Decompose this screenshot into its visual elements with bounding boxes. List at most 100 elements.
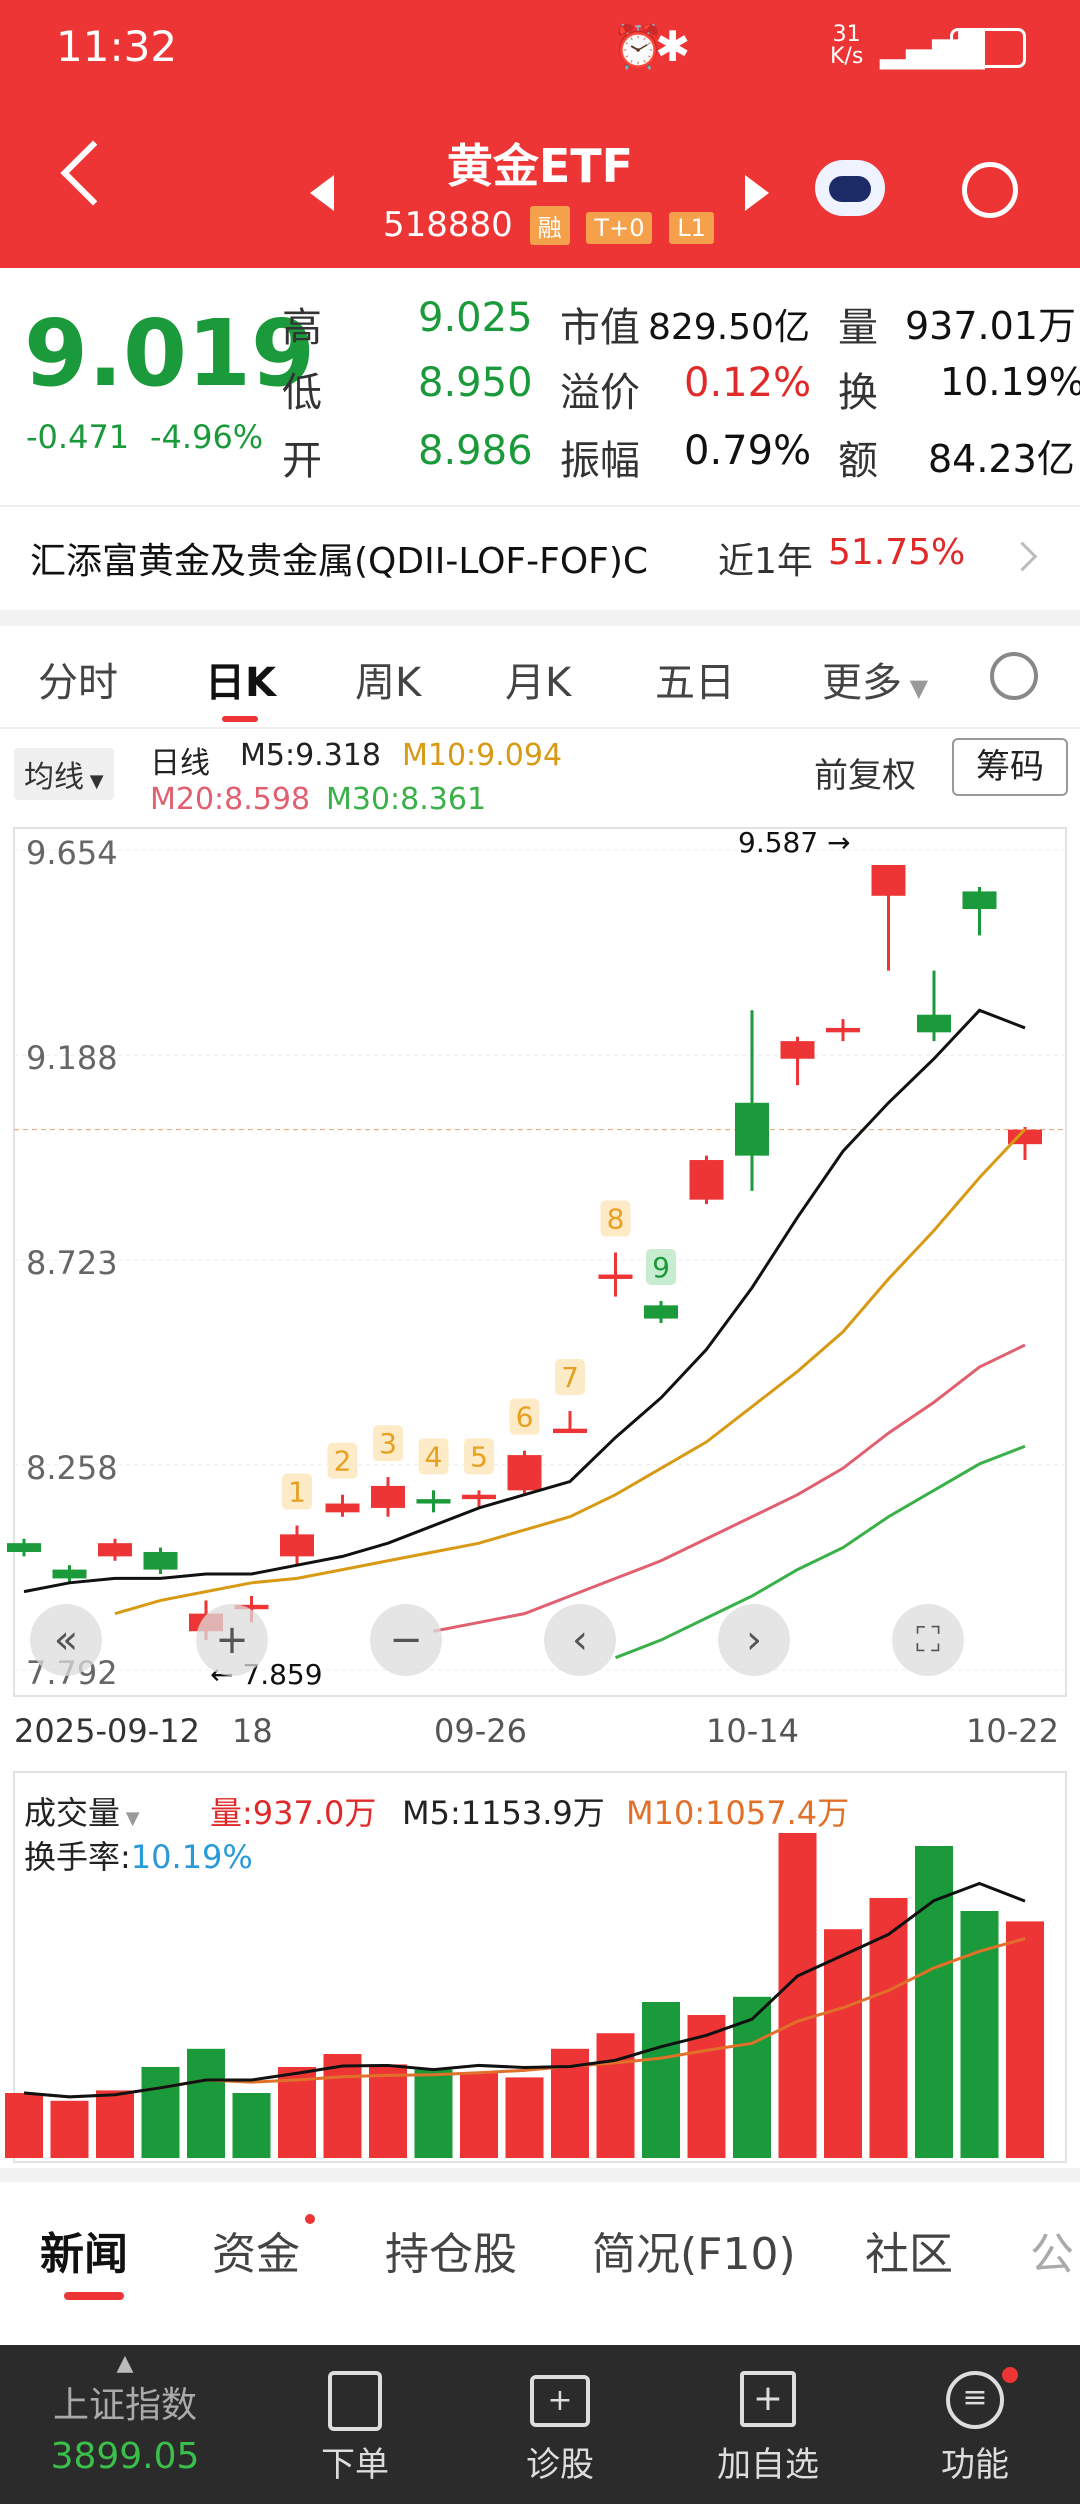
signal-icon: ▂▄▆█ (880, 30, 985, 70)
date-tick: 18 (232, 1712, 273, 1750)
next-stock-icon[interactable] (745, 175, 769, 211)
ma10-line (114, 1128, 1027, 1616)
volume-bar (96, 2090, 134, 2158)
sequence-badge (282, 1473, 312, 1510)
ma20-line (433, 1343, 1026, 1633)
tab-intraday[interactable]: 分时 (38, 660, 118, 706)
sequence-number: 7 (561, 1361, 579, 1394)
nav-order[interactable]: 下单 (300, 2371, 410, 2486)
volume-bar (141, 2067, 180, 2158)
nav-add-watch[interactable]: + 加自选 (708, 2371, 828, 2486)
chart-frame (13, 827, 1067, 1697)
chips-button[interactable]: 筹码 (952, 738, 1068, 796)
adjust-toggle[interactable]: 前复权 (814, 756, 916, 796)
settings-icon[interactable] (990, 652, 1038, 700)
candle-body (371, 1485, 405, 1508)
candle-body (462, 1494, 496, 1500)
ma-select[interactable]: 均线 ▼ (14, 748, 114, 800)
fund-period: 近1年 (718, 541, 813, 582)
candle-body (1008, 1129, 1042, 1145)
alarm-icon: ⏰ (612, 22, 665, 71)
turn-label: 换 (838, 370, 878, 416)
news-tab-community[interactable]: 社区 (865, 2229, 953, 2280)
volume-bar (869, 1898, 908, 2158)
volume-bar (5, 2093, 43, 2158)
news-tab-announcement[interactable]: 公 (1030, 2229, 1074, 2280)
news-tab-profile[interactable]: 简况(F10) (592, 2229, 796, 2280)
tab-daily-k[interactable]: 日K (205, 660, 276, 706)
candle-body (7, 1543, 41, 1552)
open-value: 8.986 (418, 428, 533, 474)
index-ticker[interactable]: ▲ 上证指数 3899.05 (30, 2351, 220, 2477)
tab-more[interactable]: 更多 ▼ (822, 650, 928, 708)
search-icon[interactable] (962, 162, 1018, 218)
fund-name: 汇添富黄金及贵金属(QDII-LOF-FOF)C (30, 541, 649, 582)
date-tick: 09-26 (434, 1712, 527, 1750)
last-price: 9.019 (24, 300, 316, 407)
date-tick: 10-22 (966, 1712, 1059, 1750)
news-tab-holdings[interactable]: 持仓股 (385, 2229, 517, 2280)
robot-assistant-icon[interactable] (815, 160, 885, 216)
sequence-badge (373, 1425, 403, 1462)
zoom-in-button[interactable]: + (196, 1604, 268, 1676)
candle-body (280, 1534, 314, 1557)
net-speed: 31 K/s (830, 24, 863, 68)
premium-value: 0.12% (684, 360, 812, 406)
volume-bar (278, 2067, 316, 2158)
caret-up-icon: ▲ (116, 2351, 134, 2376)
fullscreen-button[interactable]: ⛶ (892, 1604, 964, 1676)
candle-body (507, 1455, 542, 1491)
notification-dot (1002, 2367, 1018, 2383)
sequence-badge (509, 1398, 540, 1435)
scroll-start-button[interactable]: « (30, 1604, 102, 1676)
mcap-label: 市值 (560, 305, 640, 351)
price-tick: 9.188 (26, 1039, 118, 1077)
tab-more-label: 更多 (822, 660, 902, 706)
turn-value: 10.19% (940, 360, 1080, 404)
volume-select[interactable]: 成交量 ▼ (24, 1788, 140, 1834)
sequence-number: 5 (470, 1440, 488, 1473)
sequence-number: 2 (334, 1445, 352, 1478)
news-tab-news[interactable]: 新闻 (40, 2229, 128, 2280)
nav-diagnose-label: 诊股 (526, 2445, 594, 2485)
ma-select-label: 均线 (24, 760, 84, 795)
ma10-legend: M10:9.094 (402, 738, 563, 773)
sequence-number: 4 (425, 1440, 443, 1473)
ma30-legend: M30:8.361 (326, 782, 487, 817)
prev-stock-icon[interactable] (310, 175, 334, 211)
chevron-right-icon (1007, 541, 1038, 572)
tab-weekly-k[interactable]: 周K (355, 660, 422, 706)
net-speed-unit: K/s (830, 44, 864, 69)
index-value: 3899.05 (50, 2436, 200, 2477)
ma20-legend: M20:8.598 (150, 782, 311, 817)
volume-bar (915, 1846, 953, 2158)
nav-functions[interactable]: ≡ 功能 (920, 2367, 1030, 2486)
date-tick: 2025-09-12 (14, 1712, 200, 1750)
tab-monthly-k[interactable]: 月K (505, 660, 572, 706)
price-change-pct: -4.96% (150, 418, 264, 456)
candle-body (553, 1428, 587, 1434)
news-tab-capital[interactable]: 资金 (212, 2229, 300, 2280)
price-tick: 8.723 (26, 1244, 118, 1282)
premium-label: 溢价 (560, 370, 640, 416)
candle-body (780, 1041, 815, 1059)
scroll-right-button[interactable]: › (718, 1604, 790, 1676)
candle-body (917, 1014, 951, 1033)
zoom-out-button[interactable]: − (370, 1604, 442, 1676)
candle-body (325, 1503, 360, 1513)
period-label: 日线 (150, 746, 210, 781)
fund-link-row[interactable]: 汇添富黄金及贵金属(QDII-LOF-FOF)C 近1年 51.75% (0, 508, 1080, 608)
fund-return: 51.75% (828, 532, 966, 573)
volume-bar (778, 1833, 817, 2158)
tab-five-day[interactable]: 五日 (655, 660, 735, 706)
tab-indicator (222, 716, 258, 722)
volume-bar (323, 2054, 362, 2158)
volume-bar (187, 2048, 225, 2158)
mcap-value: 829.50亿 (648, 307, 810, 348)
scroll-left-button[interactable]: ‹ (544, 1604, 616, 1676)
unread-dot (305, 2214, 315, 2224)
nav-diagnose[interactable]: + 诊股 (505, 2371, 615, 2486)
battery-icon (950, 28, 1026, 68)
sequence-badge (646, 1248, 676, 1285)
